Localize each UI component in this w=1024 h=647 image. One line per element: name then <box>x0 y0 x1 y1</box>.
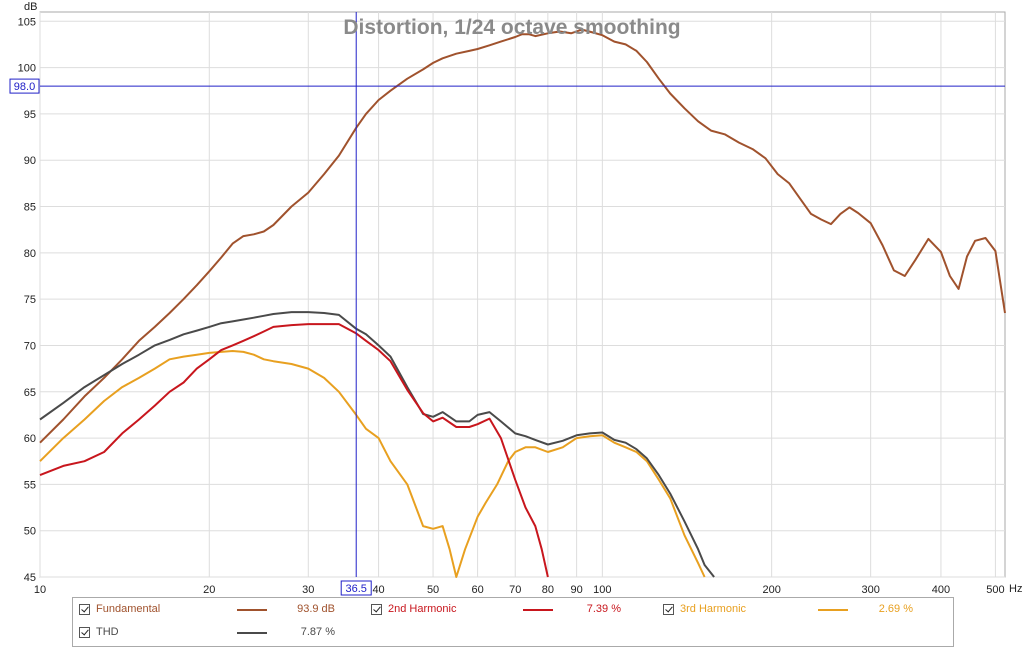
legend-item-thd[interactable]: THD 7.87 % <box>79 622 369 644</box>
legend-swatch-3rd-harmonic <box>818 609 848 611</box>
x-tick-label: 300 <box>861 584 879 596</box>
legend-value-thd: 7.87 % <box>300 626 335 638</box>
legend-label-thd: THD <box>96 626 119 638</box>
thd-checkbox[interactable] <box>79 627 90 638</box>
axis-ticks: 10 20 30 40 50 60 70 80 90 100 200 300 400 500 45 50 55 6… <box>18 16 1005 596</box>
cursor-y-readout-box <box>9 78 40 94</box>
y-tick-label: 75 <box>24 294 36 306</box>
x-tick-label: 90 <box>570 584 582 596</box>
legend-item-fundamental[interactable]: Fundamental 93.9 dB <box>79 599 369 621</box>
cursor-x-readout-box <box>340 580 372 596</box>
series-group <box>39 28 1006 578</box>
x-tick-label: 60 <box>471 584 483 596</box>
y-tick-label: 50 <box>24 526 36 538</box>
legend-label-fundamental: Fundamental <box>96 603 161 615</box>
y-tick-label: 95 <box>24 109 36 121</box>
x-tick-label: 100 <box>593 584 611 596</box>
y-tick-label: 45 <box>24 572 36 584</box>
legend-value-fundamental: 93.9 dB <box>297 603 335 615</box>
fundamental-checkbox[interactable] <box>79 604 90 615</box>
y-tick-label: 80 <box>24 248 36 260</box>
plot-background <box>39 11 1006 578</box>
cursor-group[interactable]: 98.0 36.5 <box>9 12 1005 596</box>
x-tick-label: 200 <box>762 584 780 596</box>
distortion-chart: 10 20 30 40 50 60 70 80 90 100 200 300 400 500 45 50 55 6… <box>9 1 1022 596</box>
legend-value-3rd-harmonic: 2.69 % <box>878 603 913 615</box>
3rd-harmonic-checkbox[interactable] <box>663 604 674 615</box>
cursor-y-readout: 98.0 <box>14 81 35 93</box>
series-line-fundamental <box>39 28 1006 444</box>
x-axis-unit: Hz <box>1009 583 1022 595</box>
legend-item-2nd-harmonic[interactable]: 2nd Harmonic 7.39 % <box>371 599 661 621</box>
x-tick-label: 10 <box>34 584 46 596</box>
legend-label-3rd-harmonic: 3rd Harmonic <box>680 603 747 615</box>
series-line-2nd-harmonic <box>39 323 549 578</box>
legend-label-2nd-harmonic: 2nd Harmonic <box>388 603 457 615</box>
legend: Fundamental 93.9 dB 2nd Harmonic 7.39 % … <box>72 597 954 647</box>
y-tick-label: 100 <box>18 63 36 75</box>
y-tick-label: 55 <box>24 479 36 491</box>
x-tick-label: 40 <box>372 584 384 596</box>
x-tick-label: 400 <box>932 584 950 596</box>
x-tick-label: 30 <box>302 584 314 596</box>
x-tick-label: 20 <box>203 584 215 596</box>
y-tick-label: 105 <box>18 16 36 28</box>
y-tick-label: 60 <box>24 433 36 445</box>
2nd-harmonic-checkbox[interactable] <box>371 604 382 615</box>
x-tick-label: 80 <box>542 584 554 596</box>
y-axis-unit: dB <box>24 1 37 13</box>
chart-title: Distortion, 1/24 octave smoothing <box>343 16 680 39</box>
legend-swatch-2nd-harmonic <box>523 609 553 611</box>
x-tick-label: 50 <box>427 584 439 596</box>
y-tick-label: 90 <box>24 155 36 167</box>
legend-swatch-thd <box>237 632 267 634</box>
series-line-3rd-harmonic <box>39 350 706 578</box>
legend-value-2nd-harmonic: 7.39 % <box>586 603 621 615</box>
grid <box>39 12 1005 578</box>
x-tick-label: 70 <box>509 584 521 596</box>
x-tick-label: 500 <box>986 584 1004 596</box>
cursor-x-readout: 36.5 <box>345 583 366 595</box>
legend-item-3rd-harmonic[interactable]: 3rd Harmonic 2.69 % <box>663 599 948 621</box>
y-tick-label: 65 <box>24 387 36 399</box>
legend-swatch-fundamental <box>237 609 267 611</box>
y-tick-label: 70 <box>24 340 36 352</box>
y-tick-label: 85 <box>24 202 36 214</box>
